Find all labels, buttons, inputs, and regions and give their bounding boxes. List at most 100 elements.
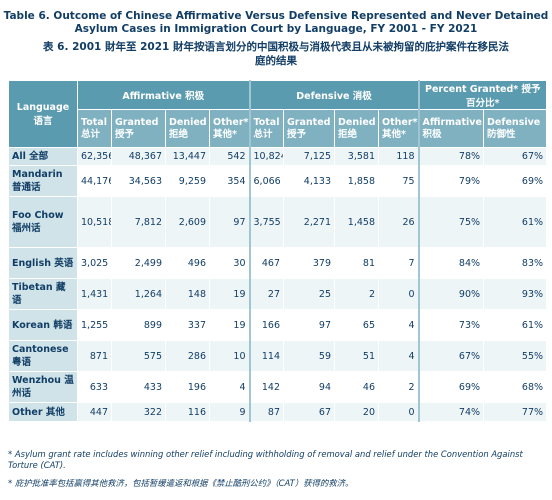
cell-pct-defensive: 61% — [483, 196, 548, 248]
cell-def-other: 0 — [377, 278, 420, 310]
cell-def-other: 75 — [377, 165, 420, 197]
cell-pct-affirmative: 73% — [417, 309, 485, 341]
cell-aff-other: 9 — [209, 402, 250, 422]
cell-aff-denied: 13,447 — [165, 147, 210, 166]
row-label: Other 其他 — [8, 402, 78, 422]
table-title-zh: 表 6. 2001 財年至 2021 財年按语言划分的中国积极与消极代表且从未被… — [42, 41, 510, 67]
cell-pct-affirmative: 84% — [417, 247, 485, 279]
subheader-pct-affirmative: Affirmative 积极 — [417, 109, 485, 148]
cell-def-total: 87 — [248, 402, 284, 422]
footnote-en: * Asylum grant rate includes winning oth… — [8, 449, 523, 470]
table-row: Other 其他 447 322 116 9 87 67 20 0 74% 77% — [8, 402, 548, 422]
subheader-def-denied: Denied 拒绝 — [334, 109, 379, 148]
cell-def-total: 6,066 — [248, 165, 284, 197]
cell-pct-affirmative: 75% — [417, 196, 485, 248]
cell-def-denied: 1,858 — [334, 165, 379, 197]
cell-aff-denied: 2,609 — [165, 196, 210, 248]
header-percent-granted: Percent Granted* 授予百分比* — [417, 80, 548, 110]
cell-aff-total: 3,025 — [77, 247, 112, 279]
cell-def-total: 142 — [248, 371, 284, 403]
cell-aff-granted: 7,812 — [111, 196, 166, 248]
cell-aff-other: 30 — [209, 247, 250, 279]
subheader-aff-granted: Granted 授予 — [111, 109, 166, 148]
cell-def-total: 114 — [248, 340, 284, 372]
cell-def-denied: 20 — [334, 402, 379, 422]
cell-aff-granted: 575 — [111, 340, 166, 372]
cell-def-granted: 4,133 — [283, 165, 335, 197]
cell-aff-total: 10,518 — [77, 196, 112, 248]
cell-aff-total: 633 — [77, 371, 112, 403]
cell-aff-other: 97 — [209, 196, 250, 248]
cell-pct-defensive: 83% — [483, 247, 548, 279]
cell-aff-granted: 433 — [111, 371, 166, 403]
cell-def-granted: 67 — [283, 402, 335, 422]
cell-aff-total: 1,431 — [77, 278, 112, 310]
cell-def-granted: 25 — [283, 278, 335, 310]
header-defensive: Defensive 消极 — [248, 80, 420, 110]
table-row: Wenzhou 温州话 633 433 196 4 142 94 46 2 69% 68% — [8, 371, 548, 403]
subheader-aff-other: Other* 其他* — [209, 109, 250, 148]
cell-def-denied: 81 — [334, 247, 379, 279]
cell-pct-defensive: 67% — [483, 147, 548, 166]
cell-aff-granted: 34,563 — [111, 165, 166, 197]
table-row: Tibetan 藏语 1,431 1,264 148 19 27 25 2 0 90% 93% — [8, 278, 548, 310]
subheader-def-other: Other* 其他* — [377, 109, 420, 148]
cell-aff-granted: 899 — [111, 309, 166, 341]
cell-aff-granted: 322 — [111, 402, 166, 422]
footnote-zh: * 庇护批准率包括赢得其他救济，包括暂缓遣返和根据《禁止酷刑公约》（CAT）获得… — [8, 478, 354, 488]
cell-pct-defensive: 77% — [483, 402, 548, 422]
row-label: English 英语 — [8, 247, 78, 279]
cell-aff-denied: 9,259 — [165, 165, 210, 197]
subheader-aff-denied: Denied 拒绝 — [165, 109, 210, 148]
cell-pct-defensive: 55% — [483, 340, 548, 372]
cell-pct-defensive: 68% — [483, 371, 548, 403]
cell-aff-denied: 148 — [165, 278, 210, 310]
cell-pct-affirmative: 90% — [417, 278, 485, 310]
table-title-en: Table 6. Outcome of Chinese Affirmative … — [3, 10, 549, 35]
table-body: All 全部 62,356 48,367 13,447 542 10,824 7,125 3,… — [8, 147, 548, 422]
cell-aff-granted: 2,499 — [111, 247, 166, 279]
table-row: Mandarin 普通话 44,176 34,563 9,259 354 6,066 4,1… — [8, 165, 548, 197]
cell-def-other: 4 — [377, 309, 420, 341]
cell-pct-defensive: 69% — [483, 165, 548, 197]
subheader-aff-total: Total 总计 — [77, 109, 112, 148]
cell-def-granted: 59 — [283, 340, 335, 372]
cell-aff-granted: 48,367 — [111, 147, 166, 166]
cell-pct-affirmative: 78% — [417, 147, 485, 166]
cell-aff-denied: 116 — [165, 402, 210, 422]
cell-def-total: 10,824 — [248, 147, 284, 166]
cell-def-other: 118 — [377, 147, 420, 166]
table-row: Cantonese 粤语 871 575 286 10 114 59 51 4 67% 55% — [8, 340, 548, 372]
cell-def-other: 2 — [377, 371, 420, 403]
cell-def-granted: 94 — [283, 371, 335, 403]
cell-def-denied: 51 — [334, 340, 379, 372]
cell-aff-denied: 337 — [165, 309, 210, 341]
cell-aff-denied: 196 — [165, 371, 210, 403]
cell-aff-other: 19 — [209, 278, 250, 310]
cell-aff-granted: 1,264 — [111, 278, 166, 310]
cell-pct-affirmative: 67% — [417, 340, 485, 372]
cell-pct-affirmative: 79% — [417, 165, 485, 197]
cell-def-denied: 1,458 — [334, 196, 379, 248]
cell-aff-other: 4 — [209, 371, 250, 403]
cell-def-total: 27 — [248, 278, 284, 310]
cell-def-other: 0 — [377, 402, 420, 422]
table-row: English 英语 3,025 2,499 496 30 467 379 81 7 84% 83% — [8, 247, 548, 279]
cell-def-denied: 2 — [334, 278, 379, 310]
row-label: Korean 韩语 — [8, 309, 78, 341]
cell-aff-total: 1,255 — [77, 309, 112, 341]
outcome-table: Language 语言 Affirmative 积极 Defensive 消极 … — [8, 80, 548, 422]
row-label: Wenzhou 温州话 — [8, 371, 78, 403]
table-row: Korean 韩语 1,255 899 337 19 166 97 65 4 73% 61% — [8, 309, 548, 341]
cell-aff-total: 447 — [77, 402, 112, 422]
table-row: Foo Chow 福州话 10,518 7,812 2,609 97 3,755 2,271… — [8, 196, 548, 248]
cell-def-total: 3,755 — [248, 196, 284, 248]
cell-pct-defensive: 61% — [483, 309, 548, 341]
table-row: All 全部 62,356 48,367 13,447 542 10,824 7,125 3,… — [8, 147, 548, 166]
cell-aff-total: 62,356 — [77, 147, 112, 166]
cell-pct-affirmative: 69% — [417, 371, 485, 403]
subheader-def-granted: Granted 授予 — [283, 109, 335, 148]
row-label: Foo Chow 福州话 — [8, 196, 78, 248]
cell-def-other: 4 — [377, 340, 420, 372]
cell-def-granted: 2,271 — [283, 196, 335, 248]
